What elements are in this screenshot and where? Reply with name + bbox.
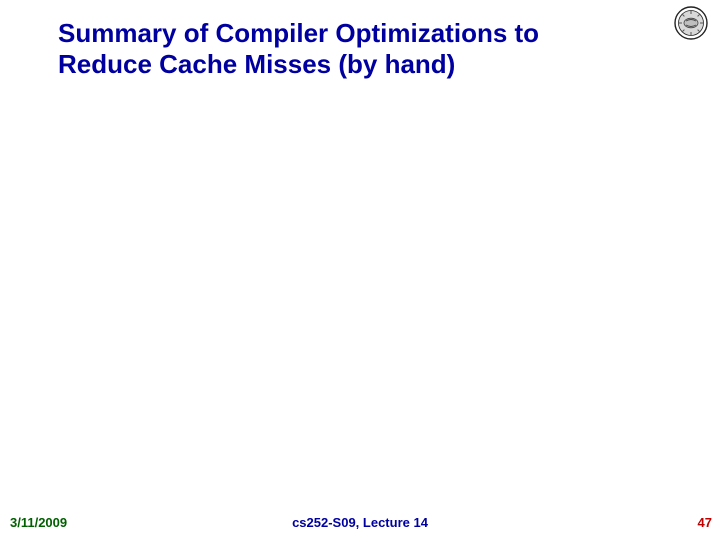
slide-title: Summary of Compiler Optimizations to Red… [58,18,638,80]
footer-lecture: cs252-S09, Lecture 14 [292,515,428,530]
footer-page-number: 47 [698,515,712,530]
footer: 3/11/2009 cs252-S09, Lecture 14 47 [0,510,720,530]
slide: Summary of Compiler Optimizations to Red… [0,0,720,540]
seal-logo [674,6,708,40]
footer-date: 3/11/2009 [10,515,67,530]
